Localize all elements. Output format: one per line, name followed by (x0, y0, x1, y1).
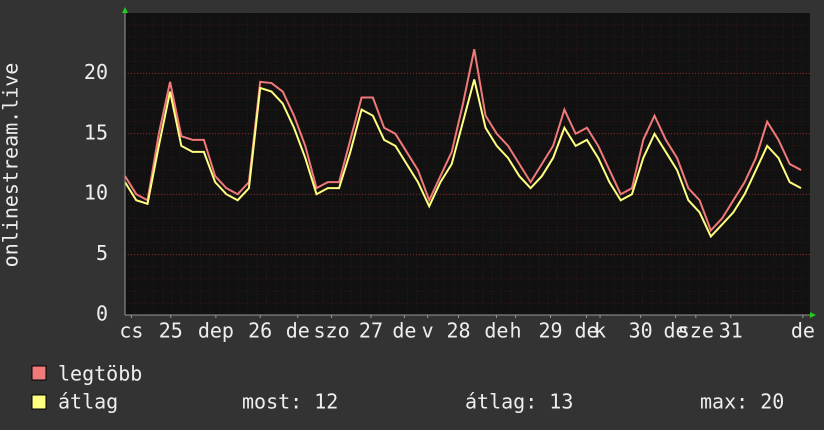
x-tick-label: 25 (159, 319, 183, 343)
y-tick-label: 10 (84, 181, 108, 205)
x-tick-label: cs (119, 319, 143, 343)
x-tick-label: v (422, 319, 434, 343)
stat: átlag: 13 (465, 390, 573, 414)
y-arrow (122, 7, 128, 13)
x-tick-label: dep (198, 319, 234, 343)
series-line (124, 49, 802, 233)
y-tick-label: 15 (84, 120, 108, 144)
x-arrow (810, 312, 816, 318)
x-tick-label: szo (313, 319, 349, 343)
x-tick-label: de (484, 319, 508, 343)
series-line (124, 79, 802, 239)
x-tick-label: 28 (446, 319, 470, 343)
x-tick-label: 26 (248, 319, 272, 343)
x-tick-label: 31 (719, 319, 743, 343)
stat: max: 20 (700, 390, 784, 414)
x-tick-label: de (664, 319, 688, 343)
stat: most: 12 (242, 390, 338, 414)
legend-label: átlag (58, 390, 118, 414)
legend-swatch (31, 365, 47, 381)
x-tick-label: h (510, 319, 522, 343)
legend-label: legtöbb (58, 362, 142, 386)
x-tick-label: de (392, 319, 416, 343)
y-tick-label: 0 (96, 302, 108, 326)
x-tick-label: k (594, 319, 606, 343)
x-tick-label: de (791, 319, 815, 343)
minor-grid (125, 13, 810, 315)
x-tick-label: 30 (629, 319, 653, 343)
y-tick-label: 5 (96, 241, 108, 265)
x-tick-label: de (286, 319, 310, 343)
x-tick-label: sze (678, 319, 714, 343)
y-tick-label: 20 (84, 60, 108, 84)
legend-swatch (31, 394, 47, 410)
x-tick-label: de (575, 319, 599, 343)
x-tick-label: 29 (538, 319, 562, 343)
y-axis-label: onlinestream.live (0, 63, 23, 268)
x-tick-label: 27 (359, 319, 383, 343)
